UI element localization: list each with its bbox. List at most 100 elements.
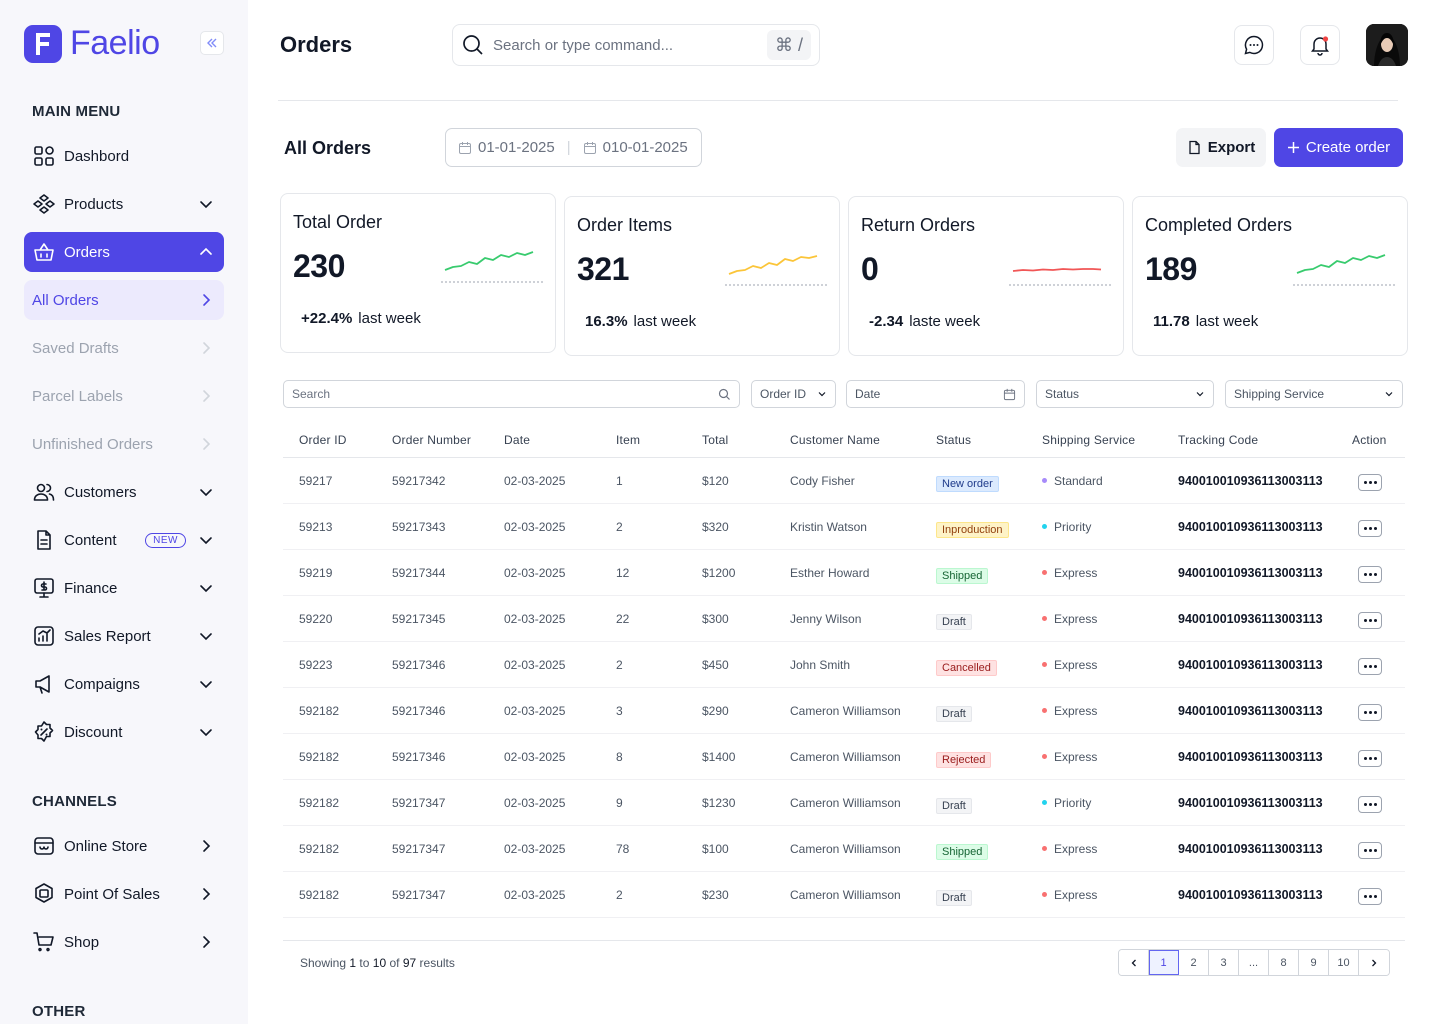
table-row[interactable]: 59220 59217345 02-03-2025 22 $300 Jenny … bbox=[283, 596, 1405, 642]
cell-date: 02-03-2025 bbox=[504, 611, 566, 626]
messages-button[interactable] bbox=[1234, 25, 1274, 65]
global-search[interactable]: ⌘ / bbox=[452, 24, 820, 66]
cell-total: $290 bbox=[702, 703, 729, 718]
sidebar-icon-wrap bbox=[32, 192, 56, 216]
table-row[interactable]: 592182 59217347 02-03-2025 9 $1230 Camer… bbox=[283, 780, 1405, 826]
cell-status: Draft bbox=[936, 688, 972, 733]
row-actions-button[interactable] bbox=[1358, 520, 1382, 537]
table-row[interactable]: 592182 59217347 02-03-2025 78 $100 Camer… bbox=[283, 826, 1405, 872]
table-row[interactable]: 592182 59217346 02-03-2025 8 $1400 Camer… bbox=[283, 734, 1405, 780]
page-button[interactable]: 3 bbox=[1209, 950, 1239, 975]
sidebar-icon-wrap bbox=[32, 240, 56, 264]
row-actions-button[interactable] bbox=[1358, 704, 1382, 721]
column-header[interactable]: Order ID bbox=[299, 432, 347, 447]
sidebar-channel-point-of-sales[interactable]: Point Of Sales bbox=[24, 874, 224, 914]
export-button[interactable]: Export bbox=[1176, 128, 1266, 167]
sidebar-subitem-unfinished-orders[interactable]: Unfinished Orders bbox=[24, 424, 224, 464]
table-row[interactable]: 592182 59217346 02-03-2025 3 $290 Camero… bbox=[283, 688, 1405, 734]
stat-change-suffix: last week bbox=[1195, 313, 1259, 330]
column-header[interactable]: Action bbox=[1352, 432, 1387, 447]
table-row[interactable]: 59217 59217342 02-03-2025 1 $120 Cody Fi… bbox=[283, 458, 1405, 504]
sidebar-channel-online-store[interactable]: Online Store bbox=[24, 826, 224, 866]
page-button[interactable]: 2 bbox=[1179, 950, 1209, 975]
sidebar-subitem-parcel-labels[interactable]: Parcel Labels bbox=[24, 376, 224, 416]
user-avatar[interactable] bbox=[1366, 24, 1408, 66]
sidebar-item-sales-report[interactable]: Sales Report bbox=[24, 616, 224, 656]
row-actions-button[interactable] bbox=[1358, 842, 1382, 859]
sidebar-item-label: Sales Report bbox=[64, 627, 151, 645]
collapse-sidebar-button[interactable] bbox=[200, 31, 224, 55]
shipping-label: Standard bbox=[1054, 473, 1103, 488]
sidebar-item-orders[interactable]: Orders bbox=[24, 232, 224, 272]
cell-order-number: 59217342 bbox=[392, 473, 446, 488]
sidebar-item-label: Orders bbox=[64, 243, 110, 261]
sidebar-item-dashbord[interactable]: Dashbord bbox=[24, 136, 224, 176]
sidebar-item-finance[interactable]: Finance bbox=[24, 568, 224, 608]
create-order-button[interactable]: Create order bbox=[1274, 128, 1403, 167]
cell-order-id: 59217 bbox=[299, 473, 333, 488]
table-row[interactable]: 59219 59217344 02-03-2025 12 $1200 Esthe… bbox=[283, 550, 1405, 596]
more-dot-icon bbox=[1368, 665, 1372, 668]
sidebar-item-discount[interactable]: Discount bbox=[24, 712, 224, 752]
column-header[interactable]: Total bbox=[702, 432, 729, 447]
cell-status: New order bbox=[936, 458, 999, 503]
status-badge: Cancelled bbox=[936, 659, 997, 676]
column-header[interactable]: Status bbox=[936, 432, 972, 447]
cell-customer: Cameron Williamson bbox=[790, 749, 901, 764]
sidebar-subitem-all-orders[interactable]: All Orders bbox=[24, 280, 224, 320]
page-button[interactable]: 9 bbox=[1299, 950, 1329, 975]
table-row[interactable]: 59223 59217346 02-03-2025 2 $450 John Sm… bbox=[283, 642, 1405, 688]
prev-page-button[interactable] bbox=[1119, 950, 1149, 975]
row-actions-button[interactable] bbox=[1358, 888, 1382, 905]
sidebar-item-content[interactable]: Content NEW bbox=[24, 520, 224, 560]
sidebar-channel-shop[interactable]: Shop bbox=[24, 922, 224, 962]
sidebar-item-products[interactable]: Products bbox=[24, 184, 224, 224]
more-dot-icon bbox=[1373, 849, 1377, 852]
table-search[interactable] bbox=[283, 380, 740, 408]
row-actions-button[interactable] bbox=[1358, 566, 1382, 583]
page-button[interactable]: 8 bbox=[1269, 950, 1299, 975]
sidebar-icon-wrap bbox=[32, 882, 56, 906]
row-actions-button[interactable] bbox=[1358, 658, 1382, 675]
status-filter[interactable]: Status bbox=[1036, 380, 1214, 408]
column-header[interactable]: Shipping Service bbox=[1042, 432, 1136, 447]
showing-prefix: Showing bbox=[300, 956, 347, 970]
page-button[interactable]: 10 bbox=[1329, 950, 1359, 975]
row-actions-button[interactable] bbox=[1358, 796, 1382, 813]
next-page-button[interactable] bbox=[1359, 950, 1389, 975]
order-id-filter[interactable]: Order ID bbox=[751, 380, 836, 408]
row-actions-button[interactable] bbox=[1358, 474, 1382, 491]
create-order-label: Create order bbox=[1305, 139, 1391, 156]
sidebar-item-label: Customers bbox=[64, 483, 137, 501]
table-row[interactable]: 592182 59217347 02-03-2025 2 $230 Camero… bbox=[283, 872, 1405, 918]
page-button[interactable]: ... bbox=[1239, 950, 1269, 975]
other-title: OTHER bbox=[32, 1003, 86, 1020]
cell-customer: Cameron Williamson bbox=[790, 887, 901, 902]
header-divider bbox=[278, 100, 1398, 101]
column-header[interactable]: Item bbox=[616, 432, 641, 447]
notifications-button[interactable] bbox=[1300, 25, 1340, 65]
chevron-down-icon bbox=[200, 537, 212, 545]
column-header[interactable]: Order Number bbox=[392, 432, 472, 447]
sidebar-subitem-saved-drafts[interactable]: Saved Drafts bbox=[24, 328, 224, 368]
shipping-filter[interactable]: Shipping Service bbox=[1225, 380, 1403, 408]
showing-to: 10 bbox=[372, 956, 387, 970]
row-actions-button[interactable] bbox=[1358, 750, 1382, 767]
brand-logo[interactable]: Faelio bbox=[24, 24, 160, 63]
sidebar-item-customers[interactable]: Customers bbox=[24, 472, 224, 512]
column-header[interactable]: Date bbox=[504, 432, 531, 447]
stat-change-suffix: last week bbox=[633, 313, 697, 330]
row-actions-button[interactable] bbox=[1358, 612, 1382, 629]
column-header[interactable]: Tracking Code bbox=[1178, 432, 1259, 447]
table-row[interactable]: 59213 59217343 02-03-2025 2 $320 Kristin… bbox=[283, 504, 1405, 550]
date-filter[interactable]: Date bbox=[846, 380, 1025, 408]
sidebar-item-compaigns[interactable]: Compaigns bbox=[24, 664, 224, 704]
table-search-input[interactable] bbox=[292, 387, 718, 401]
more-dot-icon bbox=[1373, 573, 1377, 576]
date-range-picker[interactable]: 01-01-2025 | 010-01-2025 bbox=[445, 128, 702, 167]
cell-order-number: 59217347 bbox=[392, 841, 446, 856]
cell-status: Draft bbox=[936, 872, 972, 917]
column-header[interactable]: Customer Name bbox=[790, 432, 880, 447]
global-search-input[interactable] bbox=[493, 36, 767, 54]
page-button[interactable]: 1 bbox=[1149, 950, 1179, 975]
